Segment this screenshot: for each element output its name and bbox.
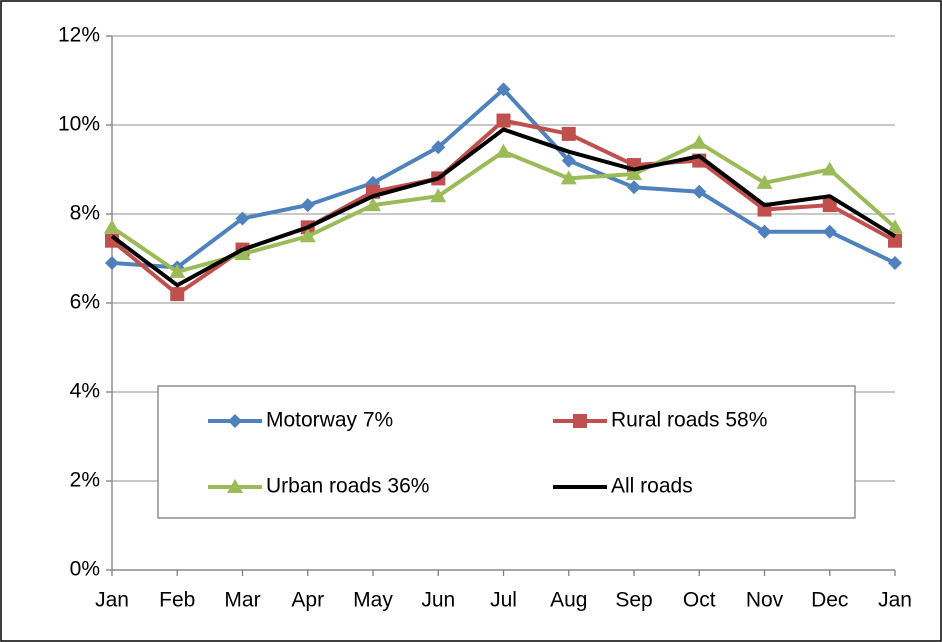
series-marker [300,198,315,213]
legend-label: Rural roads 58% [611,409,767,432]
x-tick-label: Jul [490,589,517,612]
series-marker [822,224,837,239]
series-marker [627,180,641,195]
x-tick-label: Jan [95,589,129,612]
series-marker [235,211,250,226]
series-marker [234,246,251,261]
series-marker [496,82,511,97]
series-marker [561,126,576,141]
x-tick-label: Dec [811,589,848,612]
x-tick-label: Mar [224,589,260,612]
series-marker [170,287,185,302]
x-tick-label: Oct [683,589,716,612]
series-marker [757,224,772,239]
series-marker [495,143,512,158]
series-marker [430,188,447,203]
x-tick-label: Aug [550,589,587,612]
series-marker [887,219,903,234]
series-marker [888,255,902,270]
legend-box [157,385,856,519]
series-marker [104,219,120,234]
series-marker [821,161,838,176]
x-tick-label: Jun [421,589,455,612]
series-marker [105,255,119,270]
series-marker [299,228,316,243]
legend-marker [227,479,243,493]
x-tick-label: Apr [291,589,324,612]
legend-label: Motorway 7% [266,409,393,432]
y-tick-label: 2% [70,469,100,492]
y-tick-label: 10% [58,113,100,136]
legend-marker [573,414,587,428]
series-marker [561,153,576,168]
legend-label: Urban roads 36% [266,475,429,498]
x-tick-label: May [353,589,393,612]
series-marker [431,140,446,155]
y-tick-label: 12% [58,24,100,47]
legend-label: All roads [611,475,693,498]
y-tick-label: 4% [70,380,100,403]
series-marker [822,198,837,213]
series-marker [626,165,642,180]
series-marker [756,174,773,189]
series-marker [692,184,707,199]
x-tick-label: Feb [159,589,195,612]
y-tick-label: 6% [70,291,100,314]
series-marker [691,134,708,149]
y-tick-label: 0% [70,558,100,581]
series-marker [169,263,186,278]
x-tick-label: Nov [746,589,784,612]
series-line [110,127,897,288]
series-marker [496,113,511,128]
x-tick-label: Sep [615,589,652,612]
series-marker [560,170,577,185]
legend-marker [228,414,242,428]
x-tick-label: Jan [878,589,912,612]
series-marker [365,197,381,212]
series-marker [888,233,902,248]
y-tick-label: 8% [70,202,100,225]
